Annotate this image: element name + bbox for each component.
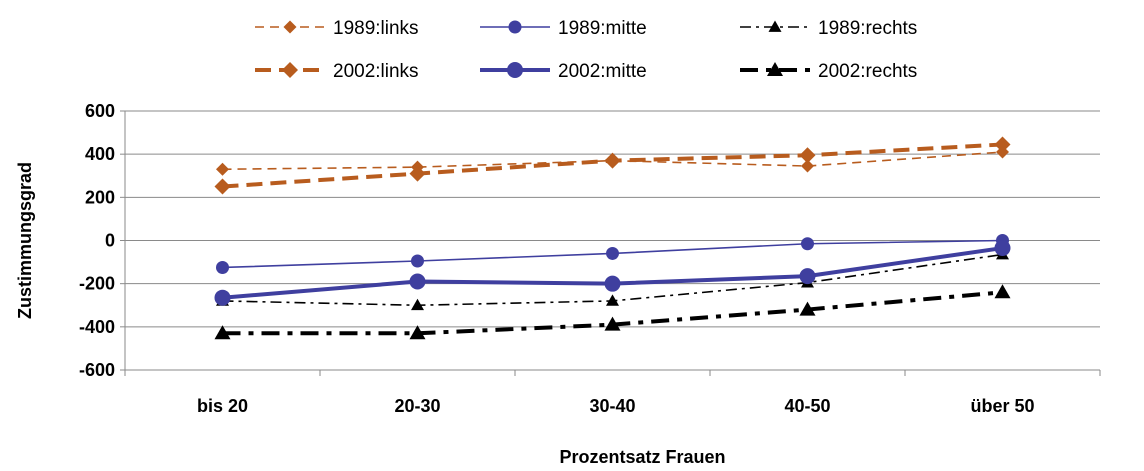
y-tick-label: 600 <box>85 101 115 121</box>
y-tick-label: 0 <box>105 231 115 251</box>
legend-item: 1989:mitte <box>480 18 647 39</box>
data-point <box>508 20 522 34</box>
data-point <box>409 273 426 290</box>
legend-item: 1989:links <box>255 18 419 39</box>
x-tick-label: 30-40 <box>589 396 635 416</box>
x-tick-label: über 50 <box>970 396 1034 416</box>
data-point <box>216 260 229 274</box>
data-point <box>216 162 229 176</box>
legend-label: 1989:links <box>333 18 419 39</box>
data-point <box>214 325 231 340</box>
data-point <box>606 294 619 306</box>
data-point <box>283 20 297 34</box>
data-point <box>411 254 424 268</box>
y-axis-title: Zustimmungsgrad <box>15 162 35 319</box>
data-point <box>214 178 231 195</box>
legend-label: 2002:rechts <box>818 61 917 82</box>
legend-item: 2002:rechts <box>740 61 917 82</box>
series-2002-mitte <box>214 240 1011 306</box>
data-point <box>214 289 231 306</box>
data-point <box>411 298 424 311</box>
data-point <box>409 325 426 340</box>
y-tick-label: 400 <box>85 144 115 164</box>
legend-label: 2002:mitte <box>558 61 647 82</box>
data-point <box>768 20 782 32</box>
data-point <box>799 301 816 316</box>
data-point <box>801 159 814 173</box>
data-point <box>994 240 1011 257</box>
data-point <box>604 152 621 169</box>
data-point <box>507 62 523 78</box>
data-point <box>606 246 619 260</box>
series-2002-links <box>214 136 1011 195</box>
legend: 1989:links 1989:mitte 1989:rechts 2002:link… <box>255 18 917 82</box>
y-tick-label: -400 <box>79 317 115 337</box>
data-point <box>604 316 621 331</box>
legend-item: 2002:mitte <box>480 61 647 82</box>
legend-item: 2002:links <box>255 61 419 82</box>
legend-label: 1989:mitte <box>558 18 647 39</box>
legend-item: 1989:rechts <box>740 18 917 39</box>
axes <box>120 110 1101 376</box>
data-point <box>799 147 816 164</box>
data-point <box>767 62 783 76</box>
data-point <box>282 62 298 78</box>
series-group <box>214 136 1011 340</box>
data-point <box>994 284 1011 299</box>
series-2002-rechts <box>214 284 1011 340</box>
y-tick-label: -200 <box>79 274 115 294</box>
legend-label: 1989:rechts <box>818 18 917 39</box>
gridlines <box>125 110 1100 371</box>
data-point <box>799 268 816 285</box>
y-tick-label: 200 <box>85 187 115 207</box>
series-1989-mitte <box>216 234 1009 274</box>
data-point <box>801 237 814 251</box>
x-axis-title: Prozentsatz Frauen <box>559 447 725 467</box>
data-point <box>409 165 426 182</box>
axis-labels: 600 400 200 0 -200 -400 -600 bis 20 20-30 30-40 40… <box>15 101 1035 467</box>
x-tick-label: 20-30 <box>394 396 440 416</box>
x-tick-label: 40-50 <box>784 396 830 416</box>
y-tick-label: -600 <box>79 360 115 380</box>
data-point <box>604 275 621 292</box>
data-point <box>994 136 1011 153</box>
legend-label: 2002:links <box>333 61 419 82</box>
x-tick-label: bis 20 <box>197 396 248 416</box>
